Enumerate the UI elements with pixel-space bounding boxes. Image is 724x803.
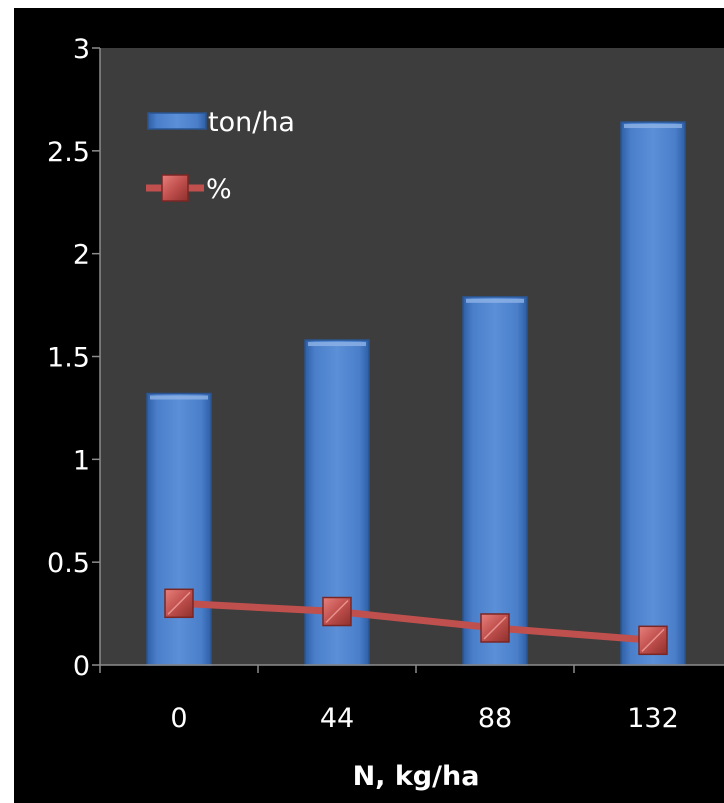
bar-132 xyxy=(620,121,686,666)
axes-layer xyxy=(92,47,724,673)
bar-88 xyxy=(462,296,528,666)
line-marker-shine xyxy=(483,616,507,640)
line-series-percent xyxy=(178,599,654,644)
x-tick-label: 44 xyxy=(320,703,354,734)
x-axis-title: N, kg/ha xyxy=(353,761,480,792)
x-tick-label: 88 xyxy=(478,703,512,734)
y-tick-label: 3 xyxy=(73,34,90,65)
y-tick-label: 1 xyxy=(73,445,90,476)
x-tick-label: 0 xyxy=(170,703,187,734)
x-tick-label: 132 xyxy=(627,703,679,734)
line-marker-shine xyxy=(167,591,191,615)
line-marker-shine xyxy=(641,628,665,652)
y-tick-label: 2.5 xyxy=(47,137,90,168)
y-tick-label: 1.5 xyxy=(47,343,90,374)
legend-marker-swatch xyxy=(161,174,189,202)
bar-highlight-44 xyxy=(308,342,366,347)
y-tick-label: 0 xyxy=(73,651,90,682)
legend-bar-swatch xyxy=(147,112,207,130)
bar-highlight-132 xyxy=(624,124,682,129)
labels-layer: 0 0.5 1 1.5 2 2.5 3 0 44 88 132 N, kg/ha xyxy=(47,34,679,792)
bar-0 xyxy=(146,392,212,666)
y-tick-label: 0.5 xyxy=(47,548,90,579)
bar-highlight-0 xyxy=(150,395,208,400)
legend-label-ton-ha: ton/ha xyxy=(208,107,295,138)
legend-label-percent: % xyxy=(206,174,232,205)
legend: ton/ha% xyxy=(146,107,295,205)
line-layer xyxy=(164,588,668,656)
y-tick-label: 2 xyxy=(73,240,90,271)
line-marker-shine xyxy=(325,599,349,624)
bar-highlight-88 xyxy=(466,298,524,303)
